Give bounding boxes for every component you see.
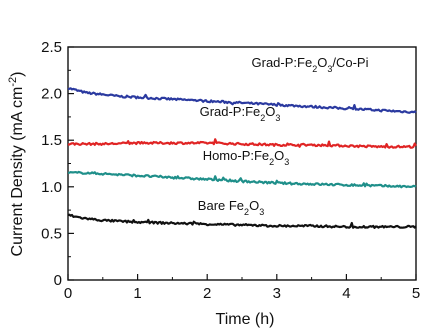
series-line <box>67 87 417 114</box>
x-axis-title: Time (h) <box>216 311 275 328</box>
series-label: Bare Fe2O3 <box>198 198 264 217</box>
y-axis-title: Current Density (mA cm-2) <box>7 72 26 257</box>
series-lines <box>67 87 417 229</box>
plot-frame <box>67 46 417 281</box>
series-labels: Grad-P:Fe2O3/Co-Pi Grad-P:Fe2O3 Homo-P:Fe2… <box>198 55 369 217</box>
x-tick-label: 1 <box>133 285 141 302</box>
x-tick-label: 3 <box>273 285 281 302</box>
y-tick-label: 2.0 <box>41 86 62 103</box>
x-tick-label: 4 <box>342 285 350 302</box>
x-axis-ticks: 0 1 2 3 4 5 <box>64 274 420 302</box>
y-tick-label: 0 <box>54 272 62 289</box>
series-label: Grad-P:Fe2O3/Co-Pi <box>252 55 369 74</box>
y-axis-ticks: 0 0.5 1.0 1.5 2.0 2.5 <box>41 39 74 289</box>
series-line <box>68 138 417 149</box>
series-label: Grad-P:Fe2O3 <box>200 104 281 123</box>
x-tick-label: 5 <box>412 285 420 302</box>
y-tick-label: 2.5 <box>41 39 62 56</box>
y-tick-label: 1.0 <box>41 179 62 196</box>
y-tick-label: 1.5 <box>41 132 62 149</box>
series-line <box>67 170 417 189</box>
series-label: Homo-P:Fe2O3 <box>203 148 290 167</box>
x-tick-label: 0 <box>64 285 72 302</box>
x-tick-label: 2 <box>203 285 211 302</box>
series-line <box>67 213 417 229</box>
plot-border <box>67 46 417 281</box>
y-tick-label: 0.5 <box>41 225 62 242</box>
